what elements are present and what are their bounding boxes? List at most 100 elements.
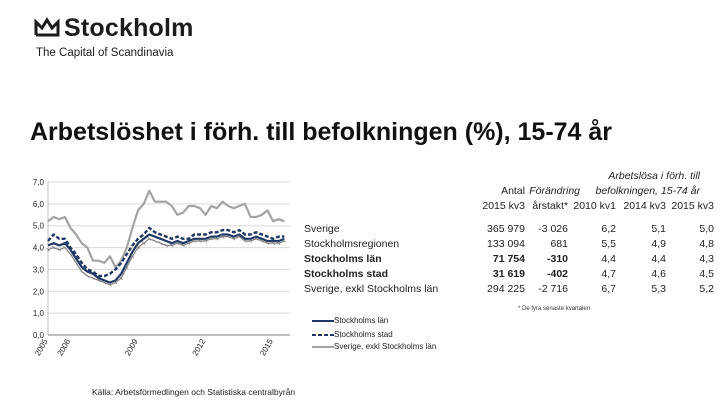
- x-tick-label: 2006: [56, 337, 73, 357]
- data-point-sverige: [231, 237, 236, 241]
- data-point-sverige: [220, 234, 225, 239]
- legend-item-stockholms-stad: Stockholms stad: [312, 330, 462, 341]
- data-point-sverige: [175, 241, 180, 245]
- statistics-table: Antal 2015 kv3 Förändring årstakt* Arbet…: [0, 170, 720, 305]
- row-value-2015kv3: 4,8: [699, 238, 714, 250]
- y-tick-label: 4,0: [33, 244, 45, 253]
- data-point-sverige: [136, 245, 140, 250]
- row-value-2010kv1: 6,2: [601, 223, 616, 235]
- row-value-2010kv1: 4,7: [601, 268, 616, 280]
- data-point-sverige: [130, 254, 135, 259]
- row-label: Sverige, exkl Stockholms län: [304, 283, 439, 295]
- header-year-1: 2010 kv1: [573, 200, 616, 212]
- y-tick-label: 5,0: [33, 222, 45, 231]
- row-label: Stockholmsregionen: [304, 238, 400, 250]
- y-tick-label: 3,0: [33, 265, 45, 274]
- data-point-sverige: [91, 276, 95, 280]
- data-point-sverige: [254, 237, 259, 241]
- row-label: Stockholms stad: [304, 268, 389, 280]
- legend-label: Stockholms län: [334, 316, 389, 325]
- data-point-sverige: [192, 239, 197, 243]
- data-point-sverige: [74, 261, 78, 265]
- table-footnote: * De fyra senaste kvartalen: [518, 306, 591, 312]
- series-line-sverige-exkl-stockholms-län: [47, 189, 285, 269]
- data-point-sverige: [125, 265, 129, 270]
- row-value-2015kv3: 4,3: [699, 253, 714, 265]
- header-arbetslosa-1: Arbetslösa i förh. till: [608, 170, 700, 182]
- data-point-sverige: [63, 245, 67, 250]
- data-point-sverige: [170, 243, 174, 248]
- row-value-2014kv3: 5,3: [651, 283, 666, 295]
- row-change: 681: [550, 238, 568, 250]
- data-point-sverige: [260, 239, 264, 243]
- header-year-3: 2015 kv3: [671, 200, 714, 212]
- legend-item-sverige-exkl: Sverige, exkl Stockholms län: [312, 342, 462, 353]
- data-point-sverige: [68, 252, 73, 256]
- row-change: -2 716: [538, 283, 568, 295]
- header-forandring-1: Förändring: [529, 185, 580, 197]
- legend-swatch: [312, 320, 334, 322]
- data-point-sverige: [46, 247, 50, 252]
- data-point-sverige: [209, 237, 213, 241]
- data-point-sverige: [164, 243, 168, 248]
- legend-swatch: [312, 334, 334, 336]
- unemployment-line-chart: 0,0 1,0 2,0 3,0 4,0 5,0 6,0 7,0 2005 2006 2009 2012…: [33, 178, 290, 357]
- row-change: -3 026: [538, 223, 568, 235]
- header-forandring-2: årstakt*: [532, 200, 568, 212]
- header-arbetslosa-2: befolkningen, 15-74 år: [595, 185, 701, 197]
- legend-label: Stockholms stad: [334, 330, 393, 339]
- data-point-sverige: [57, 247, 62, 252]
- slide-title: Arbetslöshet i förh. till befolkningen (…: [30, 118, 613, 146]
- row-change: -402: [546, 268, 568, 280]
- row-antal: 365 979: [487, 223, 525, 235]
- data-point-sverige: [102, 280, 107, 285]
- row-value-2015kv3: 5,2: [699, 283, 714, 295]
- row-label: Stockholms län: [304, 253, 382, 265]
- y-tick-label: 2,0: [33, 287, 45, 296]
- data-point-sverige: [153, 239, 157, 243]
- data-point-sverige: [276, 241, 281, 245]
- y-tick-label: 1,0: [33, 309, 45, 318]
- data-point-sverige: [85, 274, 90, 278]
- legend-swatch: [312, 346, 334, 348]
- row-antal: 294 225: [487, 283, 525, 295]
- crown-icon: [34, 17, 60, 37]
- header-antal-2: 2015 kv3: [482, 200, 525, 212]
- row-value-2014kv3: 5,1: [651, 223, 666, 235]
- row-value-2015kv3: 4,5: [699, 268, 714, 280]
- series-line-stockholms-stad: [47, 226, 285, 278]
- row-label: Sverige: [304, 223, 340, 235]
- data-point-sverige: [51, 245, 56, 250]
- data-point-sverige: [181, 243, 185, 248]
- data-point-sverige: [108, 282, 112, 287]
- data-point-sverige: [158, 241, 163, 245]
- brand-logo: Stockholm The Capital of Scandinavia: [34, 14, 234, 64]
- data-point-sverige: [96, 278, 101, 283]
- data-point-sverige: [186, 241, 191, 245]
- data-point-sverige: [79, 269, 84, 274]
- header-antal-1: Antal: [501, 185, 525, 197]
- row-change: -310: [546, 253, 568, 265]
- x-tick-label: 2015: [258, 337, 275, 357]
- x-tick-label: 2012: [191, 337, 208, 357]
- source-note: Källa: Arbetsförmedlingen och Statistisk…: [92, 387, 296, 397]
- data-point-sverige: [203, 239, 208, 243]
- row-value-2010kv1: 6,7: [601, 283, 616, 295]
- header-year-2: 2014 kv3: [623, 200, 666, 212]
- row-antal: 31 619: [492, 268, 525, 280]
- data-point-sverige: [265, 241, 270, 245]
- x-tick-label: 2005: [33, 337, 50, 357]
- data-point-sverige: [198, 239, 202, 243]
- data-point-sverige: [215, 237, 219, 241]
- y-tick-label: 6,0: [33, 200, 45, 209]
- y-tick-label: 7,0: [33, 178, 45, 187]
- brand-tagline: The Capital of Scandinavia: [36, 47, 174, 59]
- data-point-sverige: [237, 234, 242, 239]
- row-antal: 71 754: [492, 253, 525, 265]
- data-point-sverige: [282, 239, 287, 243]
- data-point-sverige: [141, 241, 146, 245]
- legend-item-stockholms-lan: Stockholms län: [312, 316, 462, 327]
- row-value-2014kv3: 4,4: [651, 253, 666, 265]
- row-value-2010kv1: 5,5: [601, 238, 616, 250]
- data-point-sverige: [147, 237, 152, 241]
